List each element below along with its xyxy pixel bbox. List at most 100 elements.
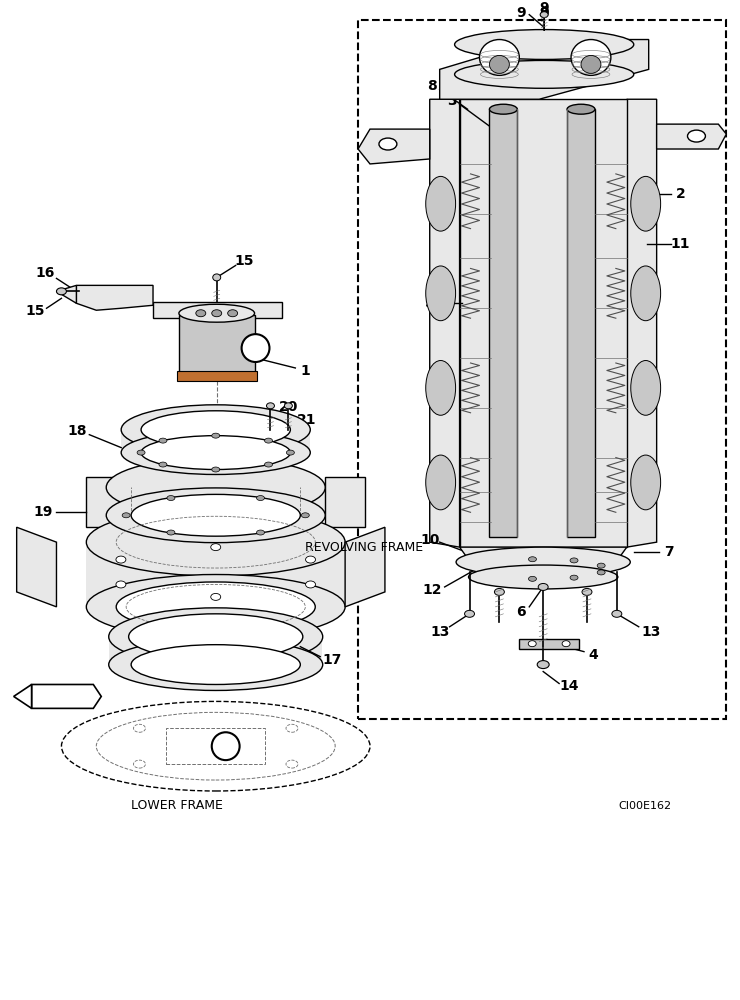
Ellipse shape xyxy=(489,104,517,114)
Ellipse shape xyxy=(257,530,264,535)
Ellipse shape xyxy=(630,455,661,510)
Ellipse shape xyxy=(212,467,220,472)
Ellipse shape xyxy=(630,176,661,231)
Ellipse shape xyxy=(87,508,345,576)
Ellipse shape xyxy=(159,462,167,467)
Ellipse shape xyxy=(133,724,146,732)
Text: 14: 14 xyxy=(559,679,579,693)
Ellipse shape xyxy=(494,588,505,595)
Text: 15: 15 xyxy=(235,254,255,268)
Bar xyxy=(460,99,627,547)
Ellipse shape xyxy=(141,411,290,449)
Ellipse shape xyxy=(121,405,310,455)
Bar xyxy=(87,542,345,607)
Ellipse shape xyxy=(465,610,474,617)
Bar xyxy=(110,637,322,665)
Ellipse shape xyxy=(582,588,592,595)
Bar xyxy=(489,109,517,537)
Polygon shape xyxy=(345,527,385,607)
Ellipse shape xyxy=(540,12,548,18)
Ellipse shape xyxy=(687,130,705,142)
Ellipse shape xyxy=(159,438,167,443)
Ellipse shape xyxy=(109,608,323,666)
Text: CI00E162: CI00E162 xyxy=(619,801,672,811)
Ellipse shape xyxy=(133,760,146,768)
Ellipse shape xyxy=(137,450,145,455)
Ellipse shape xyxy=(581,55,601,73)
Text: 20: 20 xyxy=(279,400,298,414)
Ellipse shape xyxy=(528,576,536,581)
Ellipse shape xyxy=(121,431,310,474)
Text: 15: 15 xyxy=(26,304,45,318)
Ellipse shape xyxy=(480,40,519,75)
Ellipse shape xyxy=(612,610,622,617)
Ellipse shape xyxy=(286,724,298,732)
Ellipse shape xyxy=(141,436,290,469)
Text: 16: 16 xyxy=(36,266,56,280)
Ellipse shape xyxy=(122,513,130,518)
Ellipse shape xyxy=(179,304,255,322)
Ellipse shape xyxy=(489,55,509,73)
Bar xyxy=(179,315,255,373)
Text: 9: 9 xyxy=(539,6,549,20)
Polygon shape xyxy=(358,129,430,164)
Ellipse shape xyxy=(425,455,456,510)
Ellipse shape xyxy=(61,701,370,791)
Ellipse shape xyxy=(306,556,315,563)
Bar xyxy=(153,302,283,318)
Ellipse shape xyxy=(570,558,578,563)
Ellipse shape xyxy=(630,266,661,321)
Polygon shape xyxy=(460,547,627,572)
Ellipse shape xyxy=(570,575,578,580)
Polygon shape xyxy=(32,684,101,708)
Ellipse shape xyxy=(538,583,548,590)
Text: 12: 12 xyxy=(422,583,442,597)
Ellipse shape xyxy=(286,450,295,455)
Text: 13: 13 xyxy=(430,625,449,639)
Circle shape xyxy=(212,732,240,760)
Text: 9: 9 xyxy=(539,6,549,20)
Ellipse shape xyxy=(597,563,605,568)
Text: A: A xyxy=(251,342,260,355)
Bar xyxy=(567,109,595,537)
Text: LOWER FRAME: LOWER FRAME xyxy=(131,799,223,812)
Polygon shape xyxy=(430,99,460,547)
Text: A: A xyxy=(221,740,230,753)
Ellipse shape xyxy=(528,641,536,647)
Ellipse shape xyxy=(87,575,345,639)
Ellipse shape xyxy=(96,712,335,780)
Ellipse shape xyxy=(129,614,303,660)
Ellipse shape xyxy=(425,176,456,231)
Ellipse shape xyxy=(116,581,126,588)
Polygon shape xyxy=(76,285,153,310)
Ellipse shape xyxy=(257,496,264,501)
Polygon shape xyxy=(627,99,656,547)
Ellipse shape xyxy=(286,760,298,768)
Bar xyxy=(325,477,365,527)
Text: 8: 8 xyxy=(427,79,437,93)
Circle shape xyxy=(241,334,269,362)
Text: 13: 13 xyxy=(641,625,660,639)
Ellipse shape xyxy=(131,645,300,684)
Ellipse shape xyxy=(528,557,536,562)
Ellipse shape xyxy=(264,462,272,467)
Text: 19: 19 xyxy=(34,505,53,519)
Ellipse shape xyxy=(597,570,605,575)
Ellipse shape xyxy=(211,593,221,600)
Ellipse shape xyxy=(284,403,292,409)
Polygon shape xyxy=(656,124,727,149)
Ellipse shape xyxy=(167,496,175,501)
Ellipse shape xyxy=(228,310,238,317)
Text: FRONT: FRONT xyxy=(47,691,84,701)
Text: 21: 21 xyxy=(297,413,316,427)
Ellipse shape xyxy=(567,104,595,114)
Ellipse shape xyxy=(306,581,315,588)
Bar xyxy=(107,487,325,515)
Bar xyxy=(87,477,126,527)
Ellipse shape xyxy=(537,661,549,669)
Ellipse shape xyxy=(167,530,175,535)
Ellipse shape xyxy=(196,310,206,317)
Bar xyxy=(517,109,567,537)
Bar xyxy=(358,20,727,719)
Ellipse shape xyxy=(571,40,610,75)
